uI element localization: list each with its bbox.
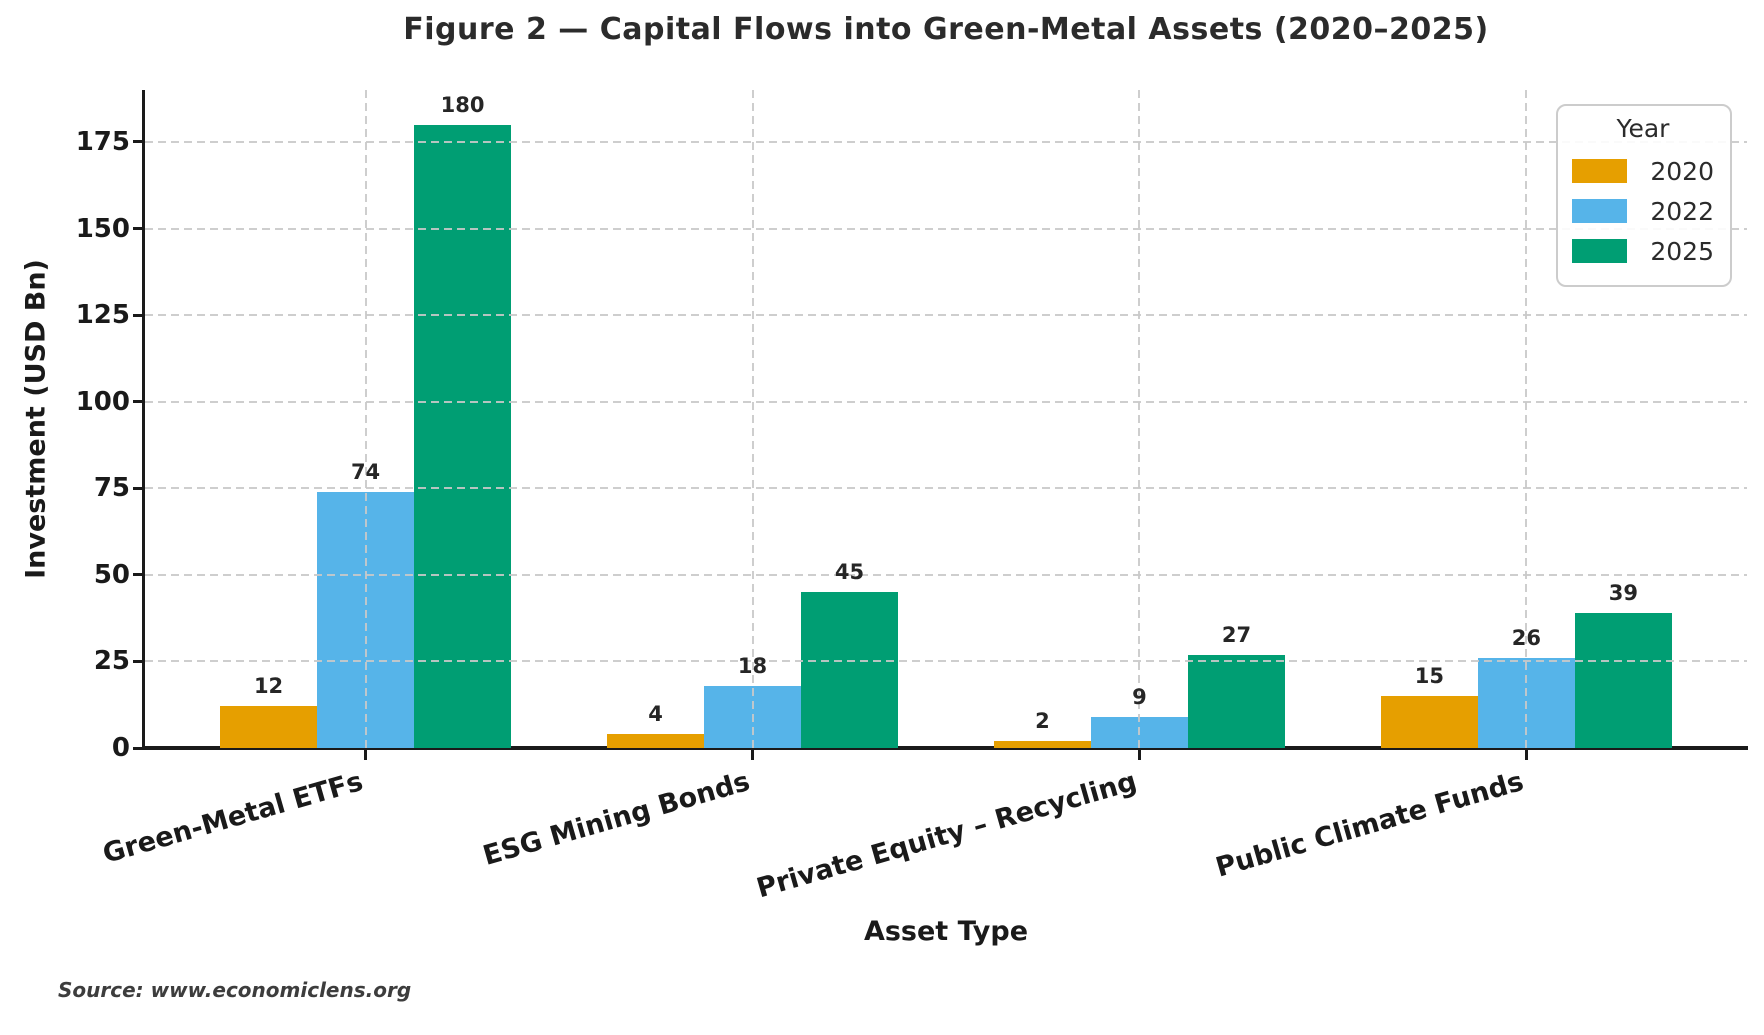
y-tick-label-125: 125 <box>75 300 130 331</box>
legend-entry-2022: 2022 <box>1572 191 1714 231</box>
legend-swatch-2020 <box>1572 159 1627 183</box>
y-tick-75 <box>133 486 143 490</box>
x-tick-4 <box>1524 750 1528 760</box>
x-axis-spine <box>142 746 1748 750</box>
gridline-x-4 <box>1525 90 1528 748</box>
legend-label-2020: 2020 <box>1650 156 1714 186</box>
bar-2025-1 <box>414 124 512 748</box>
legend-label-2022: 2022 <box>1650 196 1714 226</box>
gridline-y-50 <box>145 573 1747 576</box>
bar-value-2022-2: 18 <box>737 653 768 678</box>
legend-entry-2025: 2025 <box>1572 231 1714 271</box>
y-tick-150 <box>133 227 143 231</box>
gridline-y-25 <box>145 660 1747 663</box>
bar-value-2025-4: 39 <box>1608 580 1639 605</box>
bar-2020-2 <box>607 734 705 748</box>
bar-2020-4 <box>1380 696 1478 748</box>
bar-value-2020-4: 15 <box>1414 664 1445 689</box>
x-tick-label-4: Public Climate Funds <box>1212 766 1527 884</box>
y-tick-label-0: 0 <box>111 733 130 763</box>
source-note: Source: www.economiclens.org <box>58 978 412 1002</box>
y-tick-25 <box>133 659 143 663</box>
y-tick-0 <box>133 746 143 750</box>
x-tick-1 <box>364 750 368 760</box>
y-tick-175 <box>133 140 143 144</box>
x-tick-label-3: Private Equity – Recycling <box>753 766 1141 905</box>
y-tick-label-150: 150 <box>75 213 130 244</box>
x-tick-2 <box>751 750 755 760</box>
legend-title: Year <box>1616 114 1670 143</box>
gridline-x-3 <box>1138 90 1141 748</box>
bar-value-2025-2: 45 <box>834 560 865 585</box>
bar-value-2020-2: 4 <box>648 702 663 727</box>
bar-value-2022-3: 9 <box>1132 684 1147 709</box>
chart-title: Figure 2 — Capital Flows into Green-Meta… <box>403 12 1489 47</box>
gridline-y-175 <box>145 140 1747 143</box>
gridline-x-1 <box>364 90 367 748</box>
bar-value-2022-4: 26 <box>1511 625 1542 650</box>
gridline-y-125 <box>145 314 1747 317</box>
y-tick-50 <box>133 573 143 577</box>
bar-2025-2 <box>801 592 899 748</box>
legend-entry-2020: 2020 <box>1572 151 1714 191</box>
y-tick-label-175: 175 <box>75 126 130 157</box>
y-tick-125 <box>133 313 143 317</box>
legend-swatch-2025 <box>1572 239 1627 263</box>
y-tick-label-25: 25 <box>93 646 130 677</box>
legend-label-2025: 2025 <box>1650 236 1714 266</box>
gridline-x-2 <box>751 90 754 748</box>
legend: Year 2020 2022 2025 <box>1556 104 1732 287</box>
x-tick-label-1: Green-Metal ETFs <box>99 766 367 870</box>
bar-2025-4 <box>1574 612 1672 748</box>
y-tick-label-100: 100 <box>75 386 130 417</box>
x-tick-label-2: ESG Mining Bonds <box>479 766 754 872</box>
y-tick-100 <box>133 400 143 404</box>
bar-value-2020-1: 12 <box>253 674 284 699</box>
bar-2025-3 <box>1187 654 1285 748</box>
gridline-y-75 <box>145 487 1747 490</box>
bar-value-2020-3: 2 <box>1035 709 1050 734</box>
gridline-y-150 <box>145 227 1747 230</box>
y-tick-label-50: 50 <box>93 559 130 590</box>
bar-2020-3 <box>993 741 1091 748</box>
bar-value-2022-1: 74 <box>350 459 381 484</box>
legend-swatch-2022 <box>1572 199 1627 223</box>
y-tick-label-75: 75 <box>93 473 130 504</box>
bar-value-2025-3: 27 <box>1221 622 1252 647</box>
bar-value-2025-1: 180 <box>440 92 485 117</box>
plot-area: 12 4 2 15 74 18 9 26 180 45 27 39 <box>145 90 1747 748</box>
x-axis-label: Asset Type <box>863 916 1029 947</box>
bar-2020-1 <box>220 706 318 748</box>
gridline-y-100 <box>145 400 1747 403</box>
y-axis-spine <box>142 90 145 749</box>
x-tick-3 <box>1137 750 1141 760</box>
